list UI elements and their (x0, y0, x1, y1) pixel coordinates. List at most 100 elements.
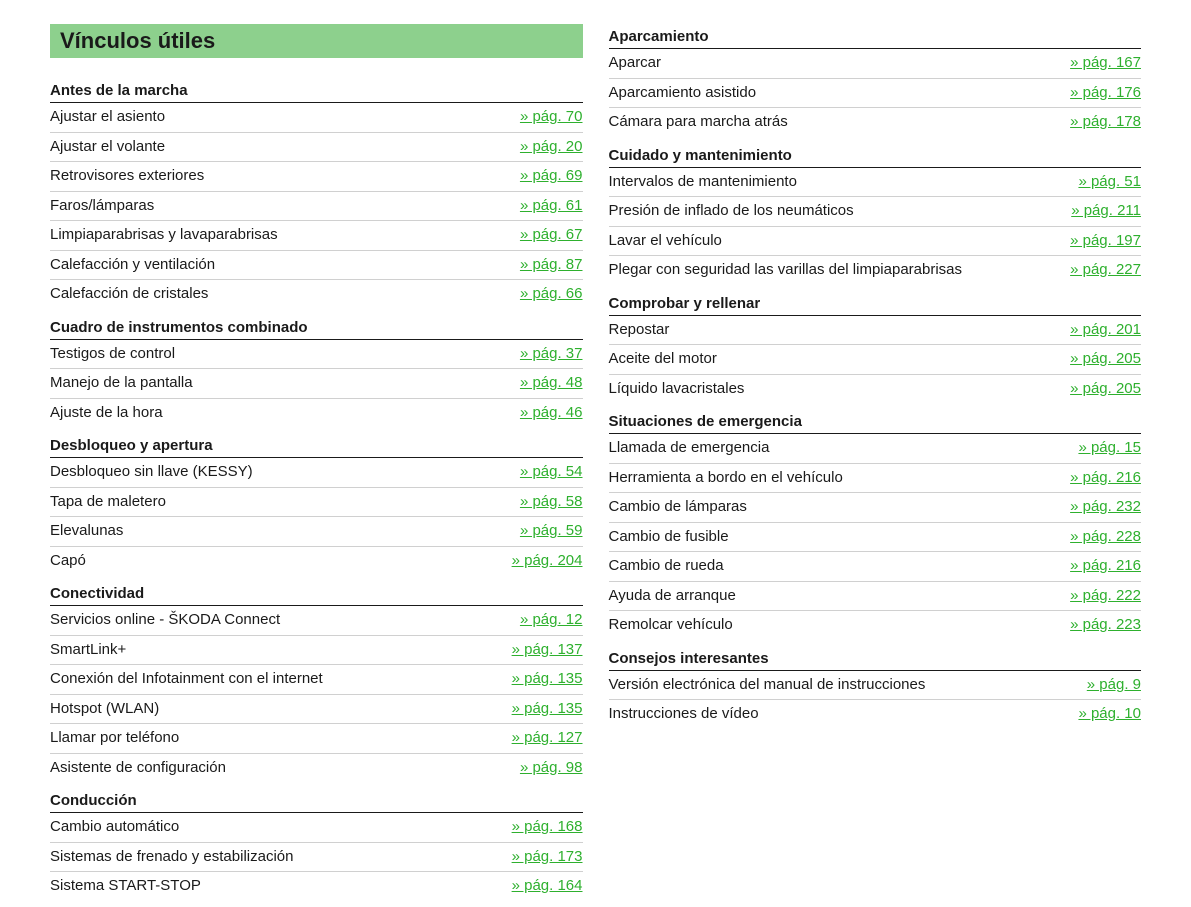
entry-page-link[interactable]: » pág. 223 (1060, 614, 1141, 637)
entry-page-link[interactable]: » pág. 127 (502, 727, 583, 750)
entry-page-link[interactable]: » pág. 137 (502, 639, 583, 662)
entry-label: Intervalos de mantenimiento (609, 171, 797, 194)
entry-label: Ayuda de arranque (609, 585, 736, 608)
toc-entry: Sistemas de frenado y estabilización» pá… (50, 843, 583, 873)
entry-label: Llamar por teléfono (50, 727, 179, 750)
entry-page-link[interactable]: » pág. 9 (1077, 674, 1141, 697)
entry-label: Instrucciones de vídeo (609, 703, 759, 726)
entry-label: Conexión del Infotainment con el interne… (50, 668, 323, 691)
entry-label: Retrovisores exteriores (50, 165, 204, 188)
entry-label: Cambio de fusible (609, 526, 729, 549)
entry-label: Calefacción de cristales (50, 283, 208, 306)
entry-page-link[interactable]: » pág. 58 (510, 491, 583, 514)
entry-page-link[interactable]: » pág. 211 (1061, 200, 1141, 223)
entry-page-link[interactable]: » pág. 59 (510, 520, 583, 543)
toc-entry: Ayuda de arranque » pág. 222 (609, 582, 1142, 612)
entry-page-link[interactable]: » pág. 216 (1060, 555, 1141, 578)
entry-page-link[interactable]: » pág. 167 (1060, 52, 1141, 75)
entry-page-link[interactable]: » pág. 201 (1060, 319, 1141, 342)
toc-entry: Conexión del Infotainment con el interne… (50, 665, 583, 695)
entry-label: Manejo de la pantalla (50, 372, 193, 395)
entry-page-link[interactable]: » pág. 205 (1060, 378, 1141, 401)
toc-section: Cuadro de instrumentos combinadoTestigos… (50, 315, 583, 428)
entry-label: Calefacción y ventilación (50, 254, 215, 277)
toc-entry: Llamada de emergencia » pág. 15 (609, 434, 1142, 464)
entry-label: Versión electrónica del manual de instru… (609, 674, 926, 697)
entry-page-link[interactable]: » pág. 69 (510, 165, 583, 188)
toc-entry: Ajustar el asiento » pág. 70 (50, 103, 583, 133)
entry-page-link[interactable]: » pág. 67 (510, 224, 583, 247)
toc-entry: Capó» pág. 204 (50, 547, 583, 576)
section-heading: Desbloqueo y apertura (50, 433, 583, 458)
entry-page-link[interactable]: » pág. 168 (502, 816, 583, 839)
entry-page-link[interactable]: » pág. 197 (1060, 230, 1141, 253)
entry-page-link[interactable]: » pág. 204 (502, 550, 583, 573)
entry-page-link[interactable]: » pág. 51 (1068, 171, 1141, 194)
toc-section: Situaciones de emergenciaLlamada de emer… (609, 409, 1142, 640)
section-heading: Cuadro de instrumentos combinado (50, 315, 583, 340)
toc-section: Cuidado y mantenimientoIntervalos de man… (609, 143, 1142, 285)
entry-page-link[interactable]: » pág. 87 (510, 254, 583, 277)
entry-page-link[interactable]: » pág. 227 (1060, 259, 1141, 282)
toc-entry: Cambio de rueda» pág. 216 (609, 552, 1142, 582)
entry-page-link[interactable]: » pág. 66 (510, 283, 583, 306)
entry-page-link[interactable]: » pág. 37 (510, 343, 583, 366)
toc-entry: Elevalunas » pág. 59 (50, 517, 583, 547)
entry-page-link[interactable]: » pág. 10 (1068, 703, 1141, 726)
entry-page-link[interactable]: » pág. 178 (1060, 111, 1141, 134)
columns-container: Vínculos útiles Antes de la marchaAjusta… (50, 24, 1141, 907)
entry-page-link[interactable]: » pág. 216 (1060, 467, 1141, 490)
entry-page-link[interactable]: » pág. 70 (510, 106, 583, 129)
entry-page-link[interactable]: » pág. 46 (510, 402, 583, 425)
toc-entry: SmartLink+ » pág. 137 (50, 636, 583, 666)
section-heading: Situaciones de emergencia (609, 409, 1142, 434)
toc-section: Consejos interesantesVersión electrónica… (609, 646, 1142, 729)
toc-entry: Asistente de configuración» pág. 98 (50, 754, 583, 783)
section-heading: Cuidado y mantenimiento (609, 143, 1142, 168)
entry-label: Sistema START-STOP (50, 875, 201, 898)
entry-label: Ajuste de la hora (50, 402, 163, 425)
entry-label: Remolcar vehículo (609, 614, 733, 637)
entry-label: SmartLink+ (50, 639, 126, 662)
entry-page-link[interactable]: » pág. 54 (510, 461, 583, 484)
entry-page-link[interactable]: » pág. 135 (502, 668, 583, 691)
toc-entry: Calefacción y ventilación » pág. 87 (50, 251, 583, 281)
toc-entry: Aparcar » pág. 167 (609, 49, 1142, 79)
toc-entry: Intervalos de mantenimiento » pág. 51 (609, 168, 1142, 198)
section-heading: Comprobar y rellenar (609, 291, 1142, 316)
section-heading: Conducción (50, 788, 583, 813)
toc-entry: Cámara para marcha atrás» pág. 178 (609, 108, 1142, 137)
toc-entry: Hotspot (WLAN) » pág. 135 (50, 695, 583, 725)
entry-page-link[interactable]: » pág. 176 (1060, 82, 1141, 105)
entry-label: Elevalunas (50, 520, 123, 543)
entry-page-link[interactable]: » pág. 173 (502, 846, 583, 869)
entry-page-link[interactable]: » pág. 98 (510, 757, 583, 780)
entry-page-link[interactable]: » pág. 12 (510, 609, 583, 632)
entry-page-link[interactable]: » pág. 15 (1068, 437, 1141, 460)
entry-label: Cambio automático (50, 816, 179, 839)
entry-label: Llamada de emergencia (609, 437, 770, 460)
entry-page-link[interactable]: » pág. 205 (1060, 348, 1141, 371)
entry-label: Hotspot (WLAN) (50, 698, 159, 721)
entry-label: Aparcar (609, 52, 662, 75)
toc-entry: Plegar con seguridad las varillas del li… (609, 256, 1142, 285)
entry-page-link[interactable]: » pág. 61 (510, 195, 583, 218)
entry-page-link[interactable]: » pág. 232 (1060, 496, 1141, 519)
entry-page-link[interactable]: » pág. 222 (1060, 585, 1141, 608)
entry-page-link[interactable]: » pág. 48 (510, 372, 583, 395)
toc-entry: Lavar el vehículo» pág. 197 (609, 227, 1142, 257)
toc-entry: Desbloqueo sin llave (KESSY)» pág. 54 (50, 458, 583, 488)
entry-page-link[interactable]: » pág. 228 (1060, 526, 1141, 549)
entry-page-link[interactable]: » pág. 20 (510, 136, 583, 159)
toc-entry: Herramienta a bordo en el vehículo » pág.… (609, 464, 1142, 494)
page-title: Vínculos útiles (60, 28, 573, 54)
toc-section: Conducción Cambio automático » pág. 168 Sis… (50, 788, 583, 901)
section-heading: Aparcamiento (609, 24, 1142, 49)
entry-page-link[interactable]: » pág. 135 (502, 698, 583, 721)
entry-label: Herramienta a bordo en el vehículo (609, 467, 843, 490)
entry-page-link[interactable]: » pág. 164 (502, 875, 583, 898)
entry-label: Limpiaparabrisas y lavaparabrisas (50, 224, 278, 247)
toc-section: Desbloqueo y aperturaDesbloqueo sin llav… (50, 433, 583, 575)
toc-section: AparcamientoAparcar» pág. 167Aparcamient… (609, 24, 1142, 137)
entry-label: Ajustar el asiento (50, 106, 165, 129)
